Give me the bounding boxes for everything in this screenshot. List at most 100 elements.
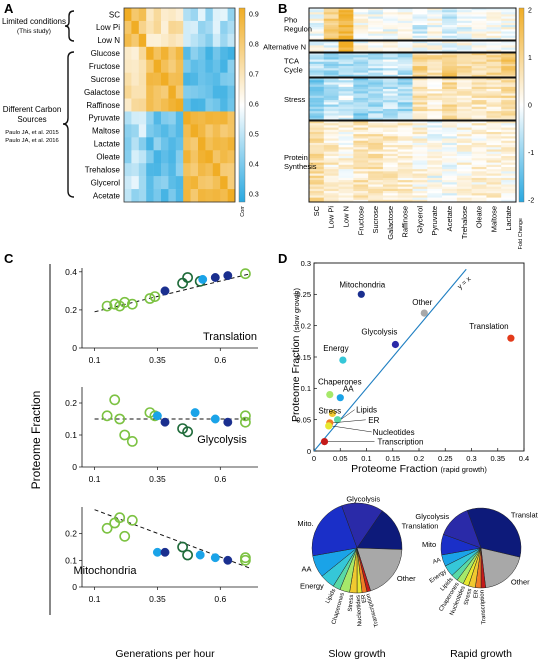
heatmap-b-cell (338, 158, 354, 161)
heatmap-b-cell (353, 93, 369, 96)
heatmap-b-cell (456, 16, 472, 19)
heatmap-b-cell (427, 147, 443, 150)
heatmap-b-group-label: Cycle (284, 66, 303, 75)
heatmap-b-cell (353, 25, 369, 28)
heatmap-b-cell (382, 16, 399, 19)
heatmap-a-cell (212, 111, 221, 125)
heatmap-b-cell (323, 37, 339, 41)
heatmap-b-cell (471, 41, 487, 44)
heatmap-a-cell (175, 150, 184, 164)
heatmap-b-cell (456, 72, 472, 76)
heatmap-b-cell (382, 35, 399, 39)
heatmap-b-cell (442, 175, 458, 179)
heatmap-a-cell (168, 150, 177, 164)
heatmap-a-cell (153, 20, 162, 35)
heatmap-b-cell (471, 131, 487, 135)
heatmap-b-cell (397, 136, 413, 139)
heatmap-b-cell (382, 106, 399, 110)
heatmap-b-group-frame (308, 52, 517, 78)
heatmap-b-cell (471, 72, 487, 76)
heatmap-b-cell (427, 177, 443, 181)
heatmap-b-cell (368, 175, 384, 179)
panel-c-ylabel: Proteome Fraction (29, 391, 43, 490)
heatmap-b-cell (456, 29, 472, 32)
heatmap-a-cell (220, 163, 228, 177)
heatmap-b-cell (412, 117, 428, 121)
heatmap-b-cell (338, 18, 354, 22)
pie-slice-label: ER (361, 593, 368, 603)
heatmap-b-cell (397, 134, 413, 137)
heatmap-b-cell (353, 31, 369, 34)
heatmap-b-cell (309, 136, 325, 139)
heatmap-b-cell (382, 97, 399, 101)
heatmap-b-cell (397, 162, 413, 166)
heatmap-b-cell (368, 123, 384, 126)
heatmap-b-cell (382, 12, 399, 15)
heatmap-b-cell (353, 20, 369, 24)
heatmap-b-cell (501, 59, 517, 63)
heatmap-b-cell (353, 55, 369, 58)
heatmap-b-cell (382, 123, 399, 126)
heatmap-a-cell (124, 150, 132, 164)
heatmap-b-cell (471, 63, 487, 67)
heatmap-b-cell (471, 37, 487, 41)
heatmap-b-cell (442, 68, 458, 71)
heatmap-b-cell (456, 134, 472, 137)
heatmap-a-cell (138, 72, 147, 86)
heatmap-b-cell (397, 115, 413, 119)
heatmap-b-cell (442, 177, 458, 181)
heatmap-b-cell (353, 131, 369, 135)
subplot-point (198, 274, 208, 284)
subplot-point (126, 435, 138, 447)
heatmap-b-cell (368, 53, 384, 56)
heatmap-b-cell (353, 117, 369, 121)
heatmap-a-cell (205, 20, 214, 35)
heatmap-b-cell (309, 104, 325, 108)
heatmap-b-cell (471, 166, 487, 170)
heatmap-b-cell (456, 37, 472, 41)
pie-slice-label: Lipids (325, 588, 337, 605)
heatmap-b-cell (382, 25, 399, 28)
colorbar-a-tick: 0.7 (249, 72, 259, 79)
heatmap-b-cell (397, 53, 413, 56)
heatmap-b-cell (382, 8, 399, 11)
heatmap-b-cell (382, 89, 399, 92)
heatmap-b-cell (486, 160, 502, 163)
heatmap-b-cell (368, 35, 384, 39)
heatmap-b-cell (382, 113, 399, 116)
heatmap-b-cell (412, 197, 428, 201)
scatter-d-point-label: Chaperones (318, 378, 362, 387)
heatmap-b-cell (456, 70, 472, 73)
heatmap-b-cell (353, 199, 369, 203)
heatmap-b-cell (412, 14, 428, 17)
heatmap-b-cell (427, 166, 443, 170)
heatmap-b-cell (412, 59, 428, 63)
heatmap-b-cell (309, 117, 325, 121)
heatmap-b-cell (442, 173, 458, 177)
heatmap-a-cell (146, 111, 154, 125)
heatmap-b-cell (427, 171, 443, 174)
heatmap-b-cell (427, 35, 443, 39)
heatmap-a-cell (212, 189, 221, 203)
heatmap-b-cell (442, 100, 458, 103)
heatmap-b-cell (382, 117, 399, 121)
heatmap-b-cell (382, 37, 399, 41)
heatmap-b-cell (353, 37, 369, 41)
heatmap-b-cell (456, 193, 472, 196)
heatmap-b-cell (412, 108, 428, 112)
heatmap-b-cell (442, 160, 458, 163)
heatmap-b-cell (412, 175, 428, 179)
heatmap-b-cell (427, 59, 443, 63)
heatmap-b-cell (309, 188, 325, 192)
heatmap-b-cell (323, 134, 339, 137)
heatmap-b-cell (471, 10, 487, 13)
heatmap-b-cell (456, 173, 472, 177)
heatmap-a-cell (205, 163, 214, 177)
heatmap-b-cell (368, 104, 384, 108)
heatmap-b-cell (412, 113, 428, 116)
heatmap-b-cell (486, 63, 502, 67)
heatmap-b-cell (501, 82, 517, 85)
heatmap-b-cell (486, 8, 502, 11)
subplot-point (182, 549, 193, 561)
heatmap-b-cell (382, 164, 399, 168)
